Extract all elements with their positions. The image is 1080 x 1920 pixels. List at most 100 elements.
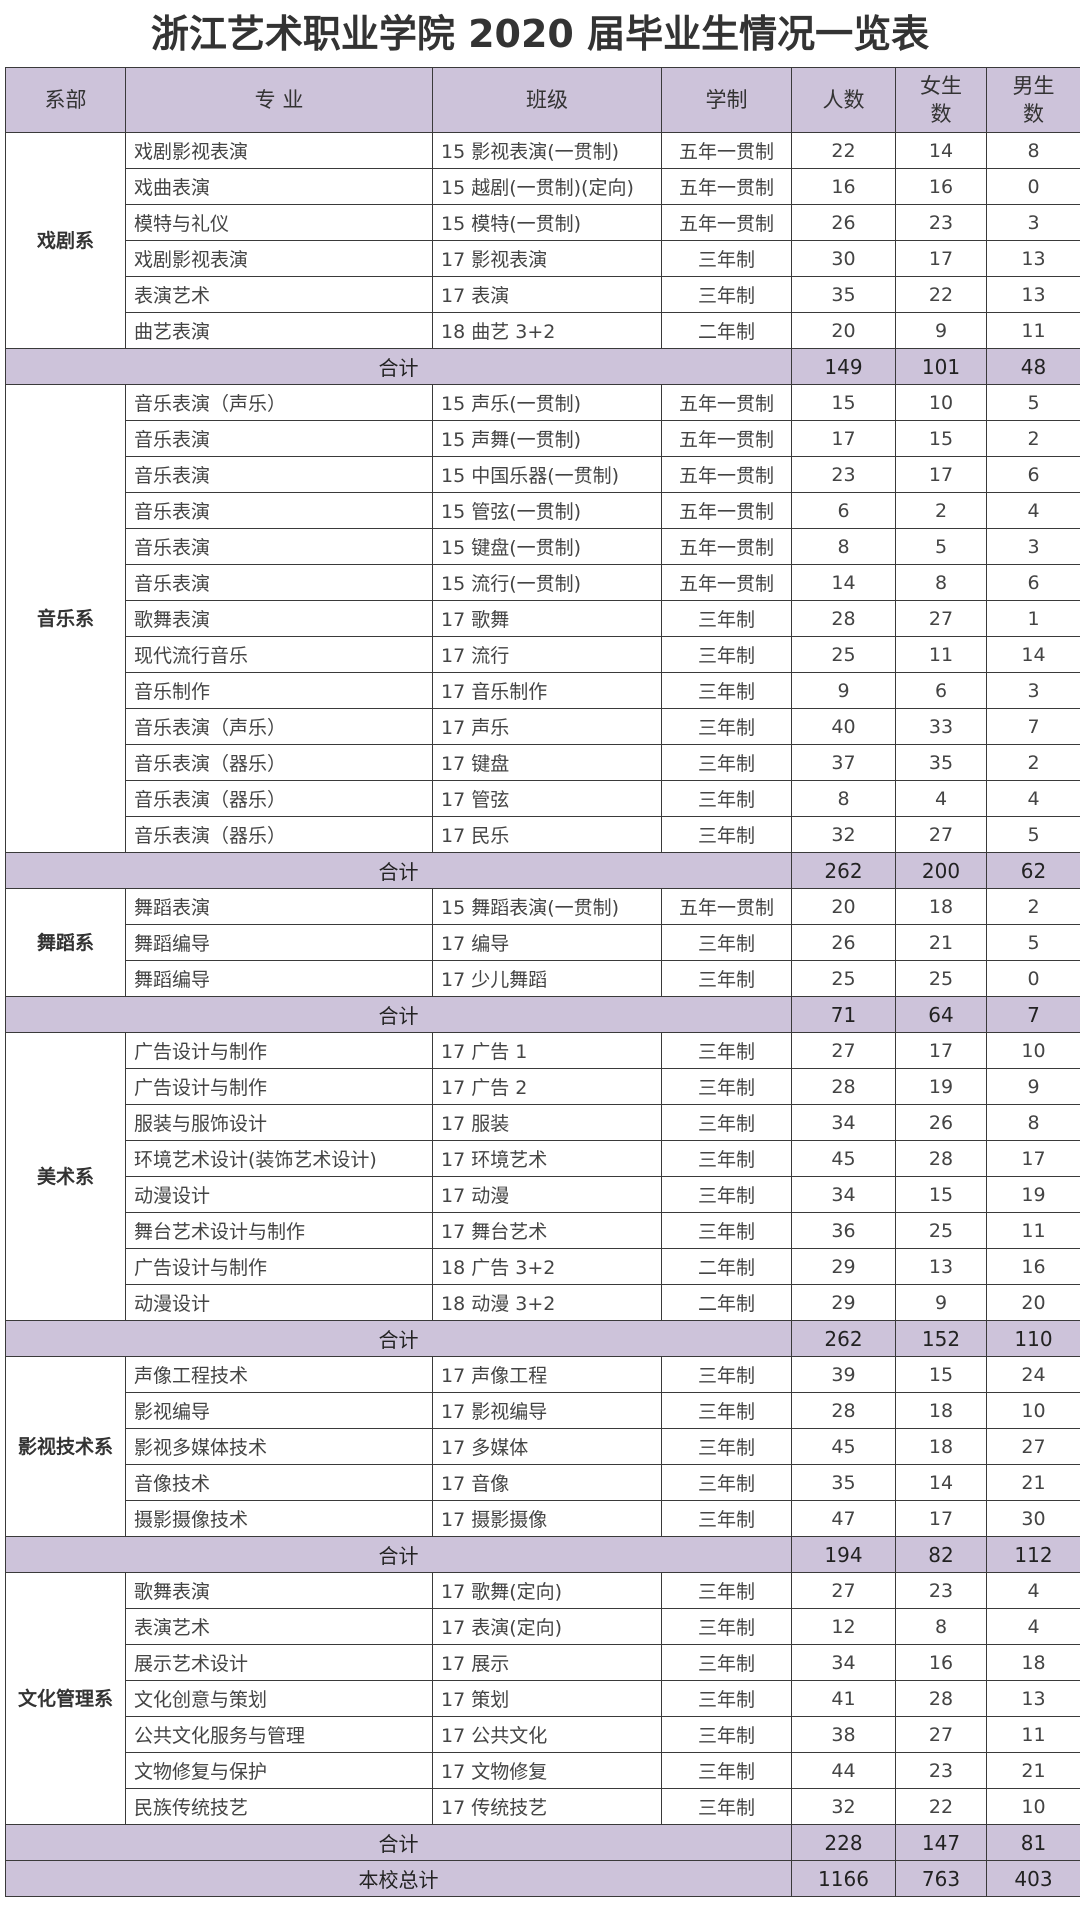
duration-cell: 三年制 bbox=[661, 276, 792, 313]
male-cell: 2 bbox=[986, 888, 1080, 925]
female-cell: 101 bbox=[895, 348, 987, 385]
female-cell: 28 bbox=[895, 1140, 987, 1177]
page-title: 浙江艺术职业学院 2020 届毕业生情况一览表 bbox=[150, 12, 930, 56]
male-cell: 20 bbox=[986, 1284, 1080, 1321]
table-row: 音乐表演 15 声舞(一贯制) 五年一贯制 17 15 2 bbox=[6, 420, 1080, 457]
table-row: 影视编导 17 影视编导 三年制 28 18 10 bbox=[6, 1392, 1080, 1429]
duration-cell: 三年制 bbox=[661, 924, 792, 961]
male-cell: 4 bbox=[986, 1572, 1080, 1609]
duration-cell: 二年制 bbox=[661, 312, 792, 349]
duration-cell: 三年制 bbox=[661, 1464, 792, 1501]
female-cell: 25 bbox=[895, 960, 987, 997]
major-cell: 广告设计与制作 bbox=[125, 1248, 433, 1285]
table-row: 广告设计与制作 17 广告 2 三年制 28 19 9 bbox=[6, 1068, 1080, 1105]
male-cell: 9 bbox=[986, 1068, 1080, 1105]
count-cell: 35 bbox=[791, 1464, 896, 1501]
duration-cell: 五年一贯制 bbox=[661, 168, 792, 205]
class-cell: 17 展示 bbox=[432, 1644, 662, 1681]
class-cell: 15 影视表演(一贯制) bbox=[432, 132, 662, 169]
major-cell: 音乐表演（器乐） bbox=[125, 816, 433, 853]
duration-cell: 三年制 bbox=[661, 1788, 792, 1825]
female-cell: 27 bbox=[895, 816, 987, 853]
female-cell: 18 bbox=[895, 888, 987, 925]
class-cell: 17 服装 bbox=[432, 1104, 662, 1141]
female-cell: 21 bbox=[895, 924, 987, 961]
count-cell: 28 bbox=[791, 1392, 896, 1429]
subtotal-row: 合计 149 101 48 bbox=[5, 348, 1080, 385]
count-cell: 15 bbox=[791, 384, 896, 421]
class-cell: 17 表演(定向) bbox=[432, 1608, 662, 1645]
major-cell: 公共文化服务与管理 bbox=[125, 1716, 433, 1753]
count-cell: 9 bbox=[791, 672, 896, 709]
subtotal-row: 合计 228 147 81 bbox=[5, 1824, 1080, 1861]
major-cell: 影视多媒体技术 bbox=[125, 1428, 433, 1465]
class-cell: 17 编导 bbox=[432, 924, 662, 961]
male-cell: 11 bbox=[986, 312, 1080, 349]
male-cell: 5 bbox=[986, 924, 1080, 961]
table-row: 舞台艺术设计与制作 17 舞台艺术 三年制 36 25 11 bbox=[6, 1212, 1080, 1249]
major-cell: 戏曲表演 bbox=[125, 168, 433, 205]
class-cell: 17 环境艺术 bbox=[432, 1140, 662, 1177]
count-cell: 17 bbox=[791, 420, 896, 457]
table-row: 影视多媒体技术 17 多媒体 三年制 45 18 27 bbox=[6, 1428, 1080, 1465]
subtotal-label: 合计 bbox=[5, 348, 792, 385]
female-cell: 9 bbox=[895, 1284, 987, 1321]
table-row: 歌舞表演 17 歌舞 三年制 28 27 1 bbox=[6, 600, 1080, 637]
male-cell: 7 bbox=[986, 996, 1080, 1033]
major-cell: 音乐制作 bbox=[125, 672, 433, 709]
count-cell: 32 bbox=[791, 1788, 896, 1825]
major-cell: 动漫设计 bbox=[125, 1284, 433, 1321]
female-cell: 8 bbox=[895, 564, 987, 601]
count-cell: 34 bbox=[791, 1104, 896, 1141]
male-cell: 5 bbox=[986, 384, 1080, 421]
female-cell: 27 bbox=[895, 1716, 987, 1753]
major-cell: 服装与服饰设计 bbox=[125, 1104, 433, 1141]
major-cell: 广告设计与制作 bbox=[125, 1068, 433, 1105]
duration-cell: 三年制 bbox=[661, 744, 792, 781]
duration-cell: 三年制 bbox=[661, 1644, 792, 1681]
count-cell: 20 bbox=[791, 312, 896, 349]
count-cell: 8 bbox=[791, 528, 896, 565]
count-cell: 35 bbox=[791, 276, 896, 313]
female-cell: 25 bbox=[895, 1212, 987, 1249]
count-cell: 29 bbox=[791, 1284, 896, 1321]
duration-cell: 五年一贯制 bbox=[661, 132, 792, 169]
class-cell: 18 动漫 3+2 bbox=[432, 1284, 662, 1321]
class-cell: 17 舞台艺术 bbox=[432, 1212, 662, 1249]
class-cell: 17 声乐 bbox=[432, 708, 662, 745]
table-row: 动漫设计 17 动漫 三年制 34 15 19 bbox=[6, 1176, 1080, 1213]
class-cell: 17 影视表演 bbox=[432, 240, 662, 277]
table-row: 表演艺术 17 表演(定向) 三年制 12 8 4 bbox=[6, 1608, 1080, 1645]
table-row: 摄影摄像技术 17 摄影摄像 三年制 47 17 30 bbox=[6, 1500, 1080, 1537]
count-cell: 16 bbox=[791, 168, 896, 205]
table-row: 音乐表演 15 中国乐器(一贯制) 五年一贯制 23 17 6 bbox=[6, 456, 1080, 493]
subtotal-label: 合计 bbox=[5, 996, 792, 1033]
major-cell: 影视编导 bbox=[125, 1392, 433, 1429]
duration-cell: 三年制 bbox=[661, 1752, 792, 1789]
male-cell: 6 bbox=[986, 456, 1080, 493]
duration-cell: 二年制 bbox=[661, 1248, 792, 1285]
female-cell: 147 bbox=[895, 1824, 987, 1861]
header-female: 女生数 bbox=[895, 67, 987, 133]
header-class: 班级 bbox=[432, 67, 662, 133]
table-row: 音乐表演（器乐） 17 管弦 三年制 8 4 4 bbox=[6, 780, 1080, 817]
male-cell: 13 bbox=[986, 240, 1080, 277]
count-cell: 47 bbox=[791, 1500, 896, 1537]
count-cell: 6 bbox=[791, 492, 896, 529]
duration-cell: 三年制 bbox=[661, 1392, 792, 1429]
count-cell: 37 bbox=[791, 744, 896, 781]
header-count: 人数 bbox=[791, 67, 896, 133]
major-cell: 文化创意与策划 bbox=[125, 1680, 433, 1717]
count-cell: 38 bbox=[791, 1716, 896, 1753]
duration-cell: 三年制 bbox=[661, 1608, 792, 1645]
table-row: 舞蹈编导 17 少儿舞蹈 三年制 25 25 0 bbox=[6, 960, 1080, 997]
table-row: 舞蹈编导 17 编导 三年制 26 21 5 bbox=[6, 924, 1080, 961]
department-cell: 音乐系 bbox=[5, 384, 126, 853]
table-row: 环境艺术设计(装饰艺术设计) 17 环境艺术 三年制 45 28 17 bbox=[6, 1140, 1080, 1177]
subtotal-row: 合计 262 152 110 bbox=[5, 1320, 1080, 1357]
male-cell: 10 bbox=[986, 1788, 1080, 1825]
duration-cell: 三年制 bbox=[661, 1356, 792, 1393]
major-cell: 广告设计与制作 bbox=[125, 1032, 433, 1069]
subtotal-row: 合计 262 200 62 bbox=[5, 852, 1080, 889]
major-cell: 现代流行音乐 bbox=[125, 636, 433, 673]
